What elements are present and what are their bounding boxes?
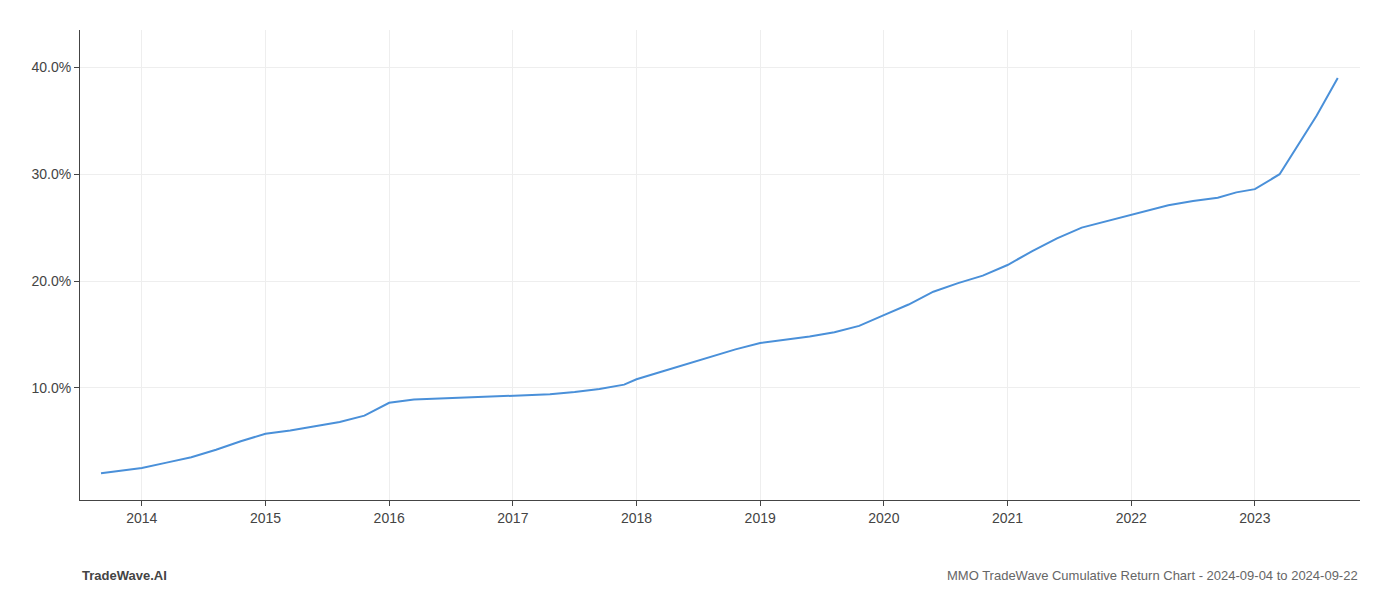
- svg-text:2016: 2016: [374, 510, 405, 526]
- svg-text:20.0%: 20.0%: [31, 273, 71, 289]
- svg-text:MMO TradeWave Cumulative Retur: MMO TradeWave Cumulative Return Chart - …: [947, 568, 1358, 583]
- svg-text:40.0%: 40.0%: [31, 59, 71, 75]
- svg-text:2014: 2014: [126, 510, 157, 526]
- svg-text:2018: 2018: [621, 510, 652, 526]
- svg-text:2019: 2019: [745, 510, 776, 526]
- svg-text:30.0%: 30.0%: [31, 166, 71, 182]
- svg-text:2022: 2022: [1116, 510, 1147, 526]
- svg-text:2017: 2017: [497, 510, 528, 526]
- svg-text:2015: 2015: [250, 510, 281, 526]
- svg-text:10.0%: 10.0%: [31, 380, 71, 396]
- svg-text:2020: 2020: [868, 510, 899, 526]
- svg-text:2023: 2023: [1239, 510, 1270, 526]
- svg-text:TradeWave.AI: TradeWave.AI: [82, 568, 167, 583]
- svg-text:2021: 2021: [992, 510, 1023, 526]
